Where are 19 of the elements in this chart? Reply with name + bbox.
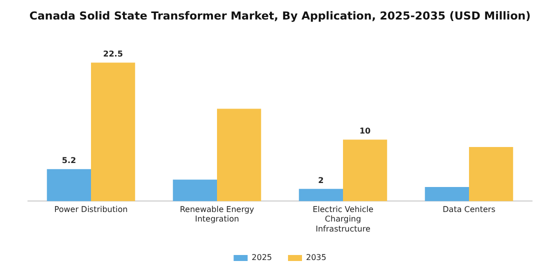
data-label: 5.2: [62, 156, 76, 166]
x-tick-label: Electric Vehicle Charging Infrastructure: [312, 205, 374, 234]
x-tick-label: Data Centers: [442, 205, 496, 214]
bar: [343, 140, 388, 202]
bar: [298, 188, 343, 202]
bar: [46, 169, 91, 202]
data-label: 22.5: [103, 50, 124, 59]
chart-title: Canada Solid State Transformer Market, By Application, 2025-2035 (USD Million): [29, 9, 531, 22]
data-label: 2: [318, 176, 324, 185]
bar: [469, 146, 514, 202]
bar: [424, 187, 469, 202]
x-tick-label: Renewable Energy Integration: [180, 205, 254, 224]
legend-label: 2035: [306, 253, 326, 262]
data-label: 10: [359, 126, 372, 136]
bar: [217, 108, 262, 202]
legend-label: 2025: [252, 253, 272, 262]
bar: [91, 62, 136, 202]
bar: [172, 180, 217, 202]
x-tick-label: Power Distribution: [54, 205, 128, 214]
